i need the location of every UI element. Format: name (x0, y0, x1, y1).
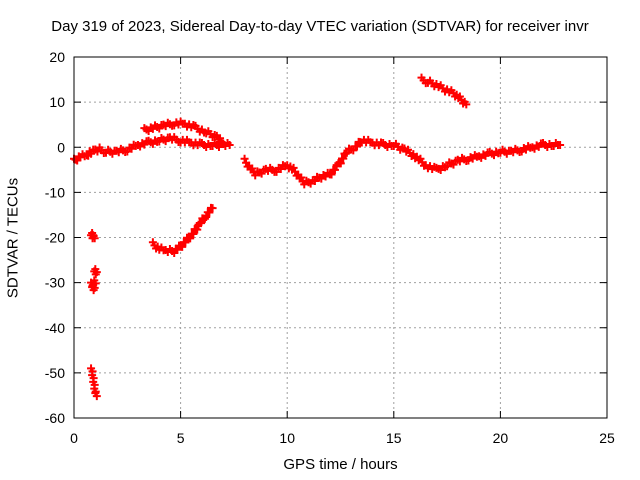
x-tick-label: 0 (70, 430, 78, 446)
data-point (92, 392, 101, 401)
data-point (216, 134, 225, 143)
data-point (225, 140, 234, 149)
y-tick-label: 10 (49, 94, 65, 110)
data-point (186, 234, 195, 243)
data-point (342, 148, 351, 157)
y-tick-label: -30 (45, 275, 65, 291)
data-point (556, 140, 565, 149)
series-arc-upper (140, 117, 228, 148)
y-tick-label: -40 (45, 320, 65, 336)
data-point (205, 208, 214, 217)
x-tick-label: 25 (599, 430, 615, 446)
data-point (202, 212, 211, 221)
axis-ticks: 0 5 10 15 20 25 -60 -50 -40 -30 -20 -10 0 10 20 (45, 49, 615, 446)
data-point (336, 159, 345, 168)
data-point (208, 204, 217, 213)
data-point (193, 225, 202, 234)
data-point (349, 146, 358, 155)
series-arc-middle (240, 135, 565, 189)
data-point (297, 173, 306, 182)
x-tick-label: 15 (386, 430, 402, 446)
series-arc-early-drop (87, 228, 101, 401)
data-point (181, 238, 190, 247)
grid-lines (74, 57, 607, 418)
y-tick-label: 20 (49, 49, 65, 65)
x-axis-label: GPS time / hours (283, 456, 398, 473)
chart-title: Day 319 of 2023, Sidereal Day-to-day VTE… (51, 18, 589, 35)
x-tick-label: 5 (177, 430, 185, 446)
data-point (91, 279, 100, 288)
y-axis-label: SDTVAR / TECUs (4, 177, 22, 299)
data-point (327, 170, 336, 179)
data-point (339, 154, 348, 163)
data-point (240, 154, 249, 163)
y-tick-label: -50 (45, 365, 65, 381)
data-point (189, 229, 198, 238)
data-point (310, 176, 319, 185)
data-point (353, 142, 362, 151)
y-tick-label: -60 (45, 410, 65, 426)
data-point (92, 268, 101, 277)
data-point (90, 283, 99, 292)
data-points (70, 73, 565, 401)
data-point (248, 164, 257, 173)
data-point (219, 139, 228, 148)
series-arc-late (417, 73, 471, 109)
data-point (462, 100, 471, 109)
data-point (87, 149, 96, 158)
y-tick-label: 0 (57, 139, 65, 155)
data-point (330, 165, 339, 174)
data-point (289, 163, 298, 172)
x-tick-label: 20 (493, 430, 509, 446)
series-arc-dip (148, 203, 217, 258)
data-point (90, 234, 99, 243)
series-arc-main (70, 133, 234, 165)
y-tick-label: -10 (45, 184, 65, 200)
y-tick-label: -20 (45, 230, 65, 246)
x-tick-label: 10 (279, 430, 295, 446)
data-point (197, 219, 206, 228)
data-point (178, 242, 187, 251)
